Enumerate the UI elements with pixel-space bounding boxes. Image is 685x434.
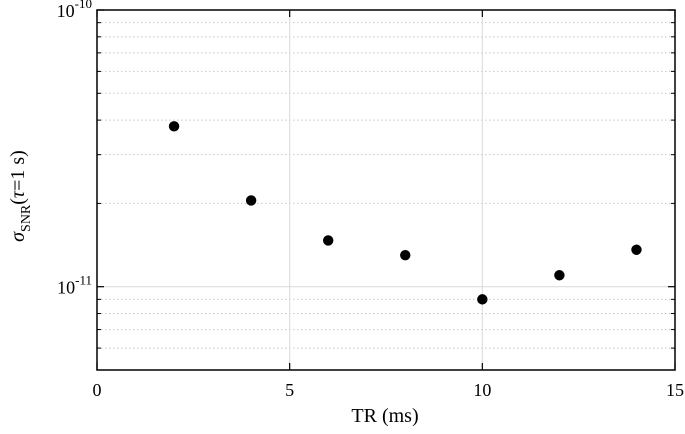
plot-frame bbox=[96, 9, 676, 371]
y-tick-label-exponent: -11 bbox=[75, 273, 92, 288]
grid bbox=[97, 10, 675, 370]
y-axis-label: σSNR(τ=1 s) bbox=[7, 150, 34, 242]
data-point bbox=[245, 195, 257, 206]
data-point bbox=[400, 249, 411, 261]
data-point bbox=[323, 235, 334, 246]
y-tick-label: 10-11 bbox=[57, 273, 92, 298]
x-tick-label: 0 bbox=[93, 380, 102, 400]
data-point bbox=[168, 121, 180, 132]
y-tick-label-base: 10 bbox=[57, 1, 75, 21]
data-points bbox=[168, 121, 642, 305]
x-tick-label: 15 bbox=[666, 380, 684, 400]
y-axis-label-close: ) bbox=[7, 150, 29, 157]
y-axis-label-subscript: SNR bbox=[19, 204, 34, 232]
y-axis-label-sigma: σ bbox=[7, 231, 29, 242]
y-axis-label-equals: = bbox=[7, 180, 29, 191]
y-axis-label-tau: τ bbox=[7, 190, 29, 198]
y-tick-label-base: 10 bbox=[57, 278, 75, 298]
data-point bbox=[477, 294, 488, 305]
x-tick-label: 10 bbox=[473, 380, 491, 400]
x-axis-label: TR (ms) bbox=[351, 405, 418, 427]
y-axis-label-open: ( bbox=[7, 198, 29, 205]
x-tick-label: 5 bbox=[285, 380, 294, 400]
y-axis-label-value: 1 s bbox=[7, 157, 29, 180]
data-point bbox=[631, 244, 642, 255]
data-point bbox=[554, 270, 565, 281]
y-tick-label-exponent: -10 bbox=[75, 0, 92, 11]
y-tick-label: 10-10 bbox=[57, 0, 92, 21]
